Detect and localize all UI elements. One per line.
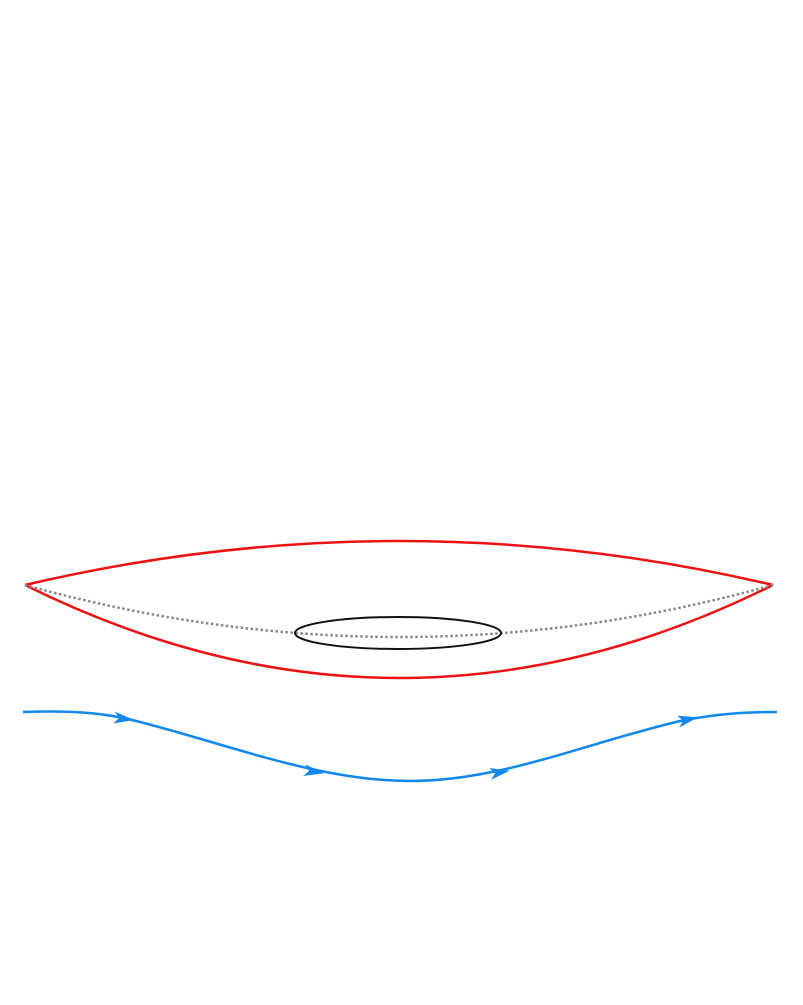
arrowhead (489, 767, 510, 780)
arrowheads (113, 711, 698, 780)
upper-red-curve (24, 539, 774, 587)
lower-red-curve (24, 583, 774, 680)
dotted-gray-curve (24, 583, 774, 639)
arrowhead (677, 715, 698, 728)
ellipse (294, 616, 502, 650)
arrowhead (113, 711, 134, 724)
arrowhead (303, 764, 324, 777)
